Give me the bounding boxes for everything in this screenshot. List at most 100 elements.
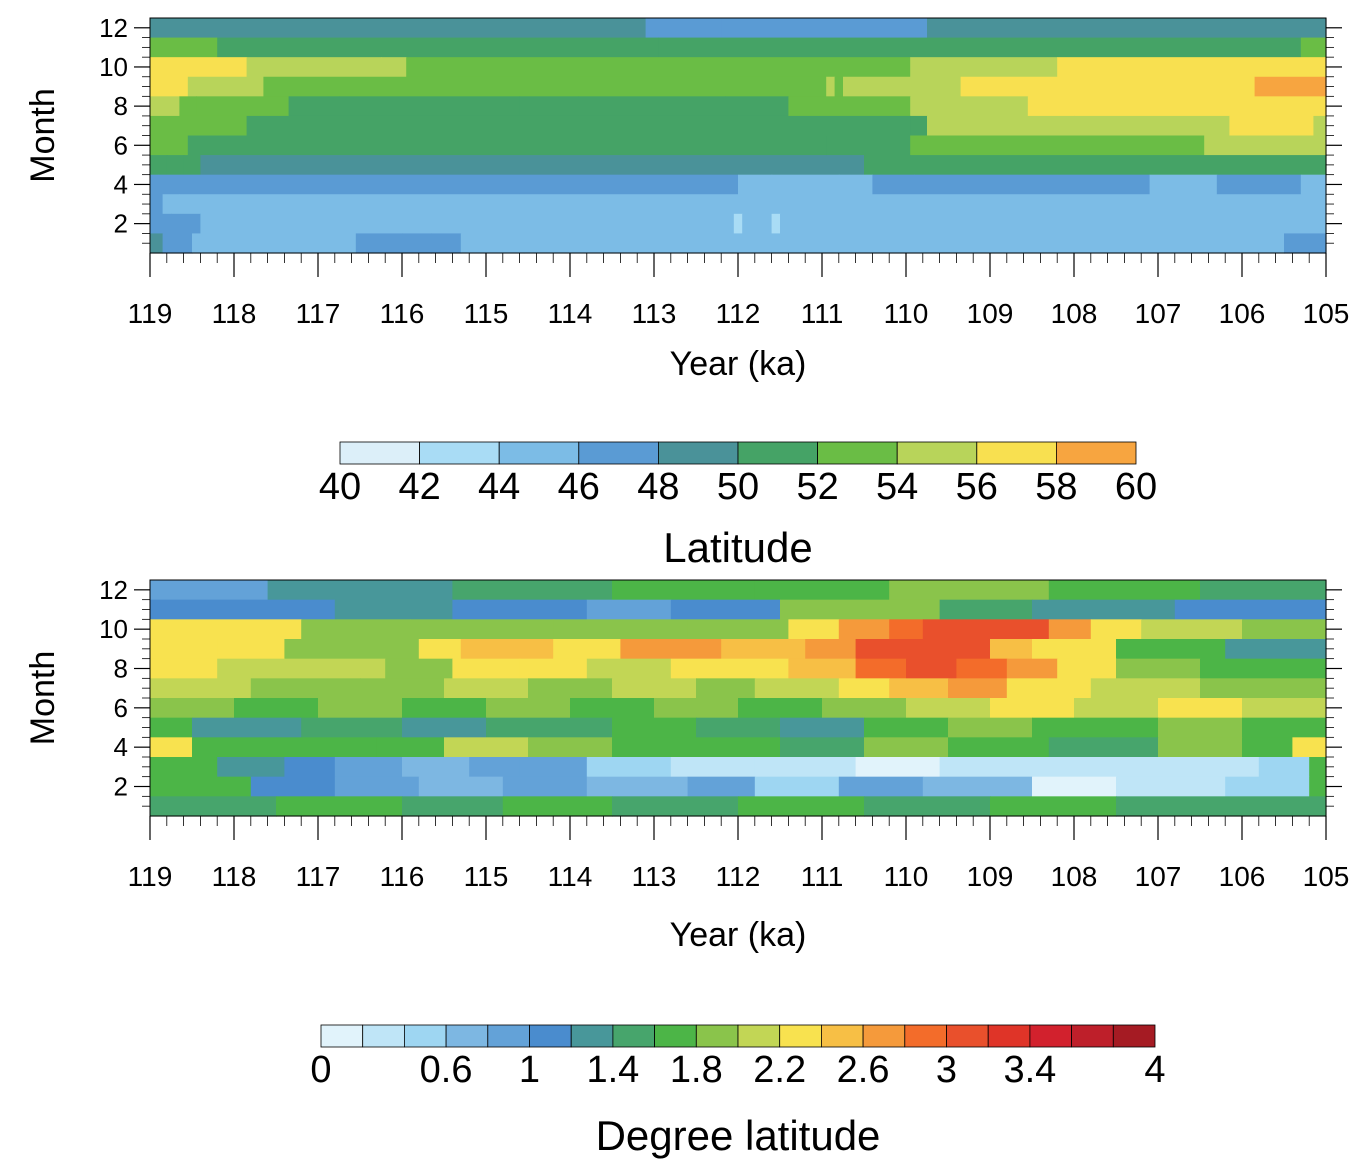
heatmap-cell-month-3 — [1141, 757, 1260, 778]
heatmap-cell-month-1 — [612, 796, 739, 817]
heatmap-cell-month-3 — [179, 194, 1327, 215]
x-tick-label: 110 — [884, 298, 929, 329]
heatmap-cell-month-7 — [444, 678, 529, 699]
heatmap-cell-month-9 — [150, 76, 189, 97]
colorbar: 40 42 44 46 48 50 52 54 56 58 60 — [319, 441, 1157, 508]
heatmap-cell-month-7 — [246, 115, 911, 137]
heatmap-cell-month-9 — [460, 639, 554, 660]
heatmap-cell-month-6 — [822, 698, 907, 719]
heatmap-cell-month-8 — [385, 658, 453, 679]
heatmap-cell-month-4 — [192, 737, 277, 758]
heatmap-cell-month-10 — [381, 57, 407, 78]
y-tick-label: 2 — [114, 209, 128, 239]
heatmap-cell-month-10 — [410, 619, 554, 640]
y-tick-label: 2 — [114, 772, 128, 802]
y-tick-label: 10 — [99, 52, 128, 82]
colorbar-swatch — [419, 441, 500, 465]
heatmap-cell-month-8 — [339, 96, 521, 117]
heatmap-cell-month-3 — [284, 757, 336, 778]
heatmap-cell-month-2 — [922, 776, 1033, 797]
colorbar-swatch — [362, 1024, 405, 1048]
heatmap-cell-month-11 — [939, 599, 1033, 620]
heatmap-cell-month-4 — [838, 174, 873, 195]
colorbar-swatch — [946, 1024, 989, 1048]
x-tick-label: 117 — [296, 861, 341, 892]
heatmap-cell-month-1 — [431, 233, 462, 254]
heatmap-cell-month-5 — [301, 717, 403, 738]
heatmap-cell-month-1 — [355, 233, 403, 254]
heatmap-cell-month-5 — [486, 717, 613, 738]
heatmap-cell-month-11 — [586, 599, 672, 620]
x-tick-label: 116 — [380, 298, 425, 329]
heatmap-cell-month-3 — [670, 757, 756, 778]
colorbar-swatch — [578, 441, 659, 465]
heatmap-cell-month-4 — [1216, 174, 1302, 195]
heatmap-cell-month-12 — [150, 18, 164, 39]
heatmap-cell-month-7 — [612, 678, 697, 699]
x-tick-label: 105 — [1303, 298, 1350, 329]
heatmap-cell-month-3 — [150, 757, 218, 778]
heatmap-cell-month-5 — [948, 717, 1033, 738]
y-tick-label: 12 — [99, 13, 128, 43]
heatmap-cell-month-9 — [217, 639, 285, 660]
heatmap-cell-month-9 — [418, 639, 462, 660]
heatmap-cell-month-4 — [864, 737, 949, 758]
colorbar-label: 1.8 — [670, 1049, 723, 1091]
x-tick-label: 107 — [1135, 861, 1182, 892]
heatmap-cell-month-8 — [586, 658, 672, 679]
heatmap-cell-month-3 — [150, 194, 164, 215]
x-tick-label: 106 — [1219, 861, 1266, 892]
heatmap-cell-month-2 — [1032, 776, 1117, 797]
heatmap-cell-month-1 — [150, 233, 164, 254]
heatmap-cell-month-7 — [889, 678, 949, 699]
heatmap-cell-month-7 — [1074, 115, 1230, 137]
heatmap-cell-month-8 — [1116, 658, 1201, 679]
colorbar-label: 48 — [637, 466, 679, 508]
heatmap-cell-month-4 — [376, 737, 445, 758]
x-tick-label: 111 — [801, 298, 844, 329]
heatmap-cell-month-12 — [612, 580, 756, 601]
colorbar-swatch — [403, 1024, 447, 1048]
heatmap-cell-month-6 — [738, 698, 823, 719]
heatmap-cell-month-5 — [612, 717, 697, 738]
heatmap-cell-month-4 — [150, 174, 159, 195]
heatmap-cell-month-8 — [578, 96, 726, 117]
colorbar-swatch — [498, 441, 580, 465]
heatmap-cell-month-1 — [162, 233, 193, 254]
heatmap-cell-month-5 — [183, 155, 201, 176]
heatmap-cell-month-5 — [166, 155, 185, 176]
colorbar-label: 56 — [956, 466, 998, 508]
x-tick-label: 113 — [632, 861, 677, 892]
heatmap-cell-month-10 — [150, 57, 248, 78]
heatmap-cell-month-5 — [864, 717, 949, 738]
heatmap-cell-month-12 — [150, 580, 269, 601]
heatmap-cell-month-7 — [150, 678, 252, 699]
heatmap-cell-month-6 — [906, 698, 991, 719]
heatmap-cell-month-1 — [276, 796, 403, 817]
colorbar-swatch — [1029, 1024, 1073, 1048]
x-tick-label: 114 — [548, 298, 593, 329]
y-axis-label: Month — [24, 651, 62, 746]
colorbar-swatch — [862, 1024, 906, 1048]
heatmap-cell-month-6 — [150, 135, 189, 156]
heatmap-cell-month-2 — [250, 776, 336, 797]
heatmap-cell-month-1 — [402, 233, 432, 254]
x-tick-label: 112 — [716, 861, 761, 892]
colorbar-swatch — [487, 1024, 530, 1048]
heatmap-cell-month-8 — [452, 658, 521, 679]
heatmap-cell-month-11 — [780, 599, 941, 620]
heatmap-cell-month-1 — [402, 796, 504, 817]
heatmap-cell-month-6 — [843, 135, 911, 156]
heatmap-cell-month-6 — [1242, 698, 1327, 719]
x-tick-label: 119 — [128, 298, 173, 329]
colorbar-swatch — [1112, 1024, 1156, 1048]
heatmap-cell-month-5 — [150, 717, 193, 738]
heatmap-cell-month-8 — [196, 96, 290, 117]
x-axis: 119 118 117 116 115 114 113 112 111 110 109 108 107 1… — [128, 816, 1349, 892]
heatmap-cell-month-12 — [1048, 580, 1201, 601]
heatmap-cell-month-9 — [284, 639, 420, 660]
heatmap-cell-month-7 — [910, 115, 928, 137]
x-axis-label: Year (ka) — [670, 345, 807, 383]
heatmap-cell-month-6 — [1204, 135, 1327, 156]
colorbar-label: 0.6 — [420, 1049, 473, 1091]
